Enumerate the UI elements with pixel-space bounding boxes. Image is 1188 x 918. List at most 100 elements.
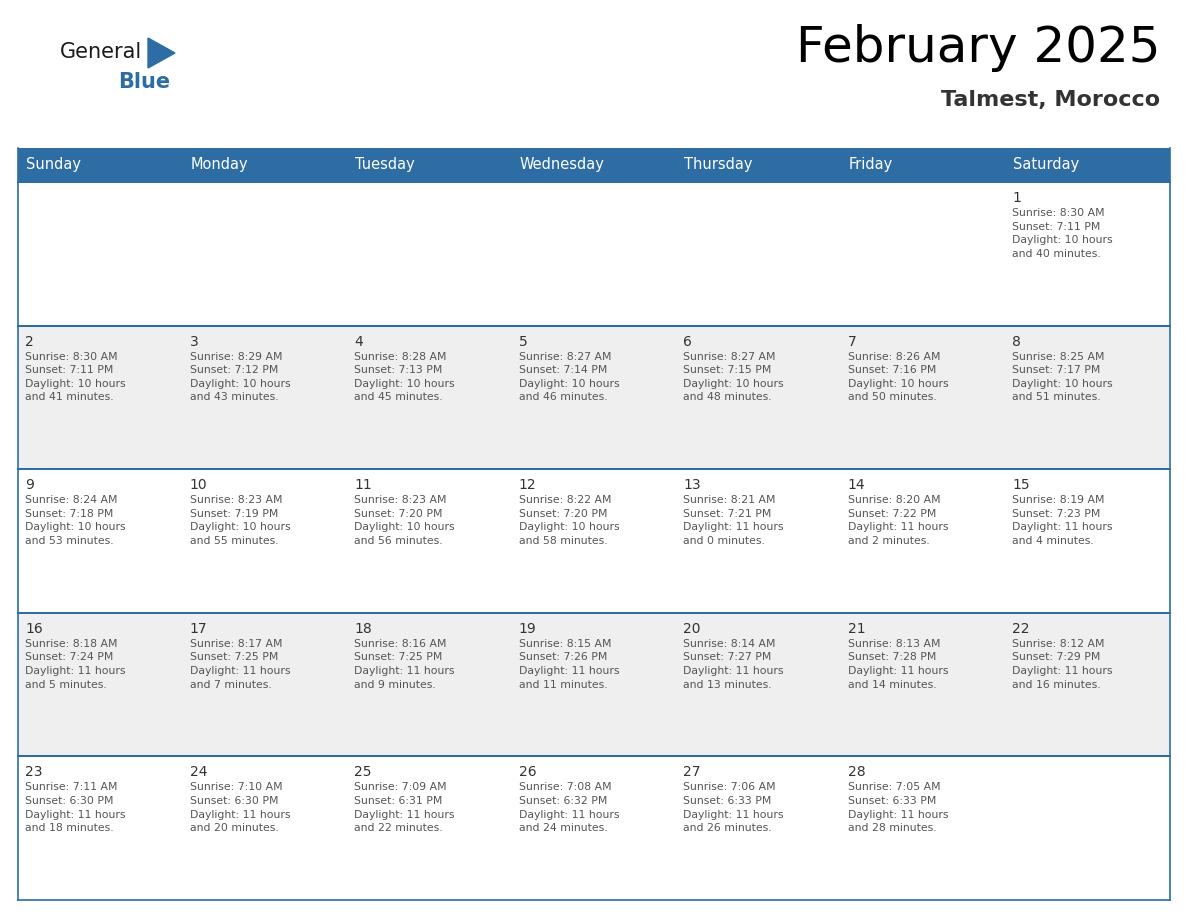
Text: Sunrise: 8:16 AM
Sunset: 7:25 PM
Daylight: 11 hours
and 9 minutes.: Sunrise: 8:16 AM Sunset: 7:25 PM Dayligh…	[354, 639, 455, 689]
Text: Tuesday: Tuesday	[355, 158, 415, 173]
Text: 3: 3	[190, 334, 198, 349]
Text: 13: 13	[683, 478, 701, 492]
Text: 14: 14	[848, 478, 866, 492]
Text: Sunrise: 8:15 AM
Sunset: 7:26 PM
Daylight: 11 hours
and 11 minutes.: Sunrise: 8:15 AM Sunset: 7:26 PM Dayligh…	[519, 639, 619, 689]
Text: 18: 18	[354, 621, 372, 636]
Bar	[512, 326, 676, 469]
Text: Sunrise: 8:24 AM
Sunset: 7:18 PM
Daylight: 10 hours
and 53 minutes.: Sunrise: 8:24 AM Sunset: 7:18 PM Dayligh…	[25, 495, 126, 546]
Text: Sunrise: 8:25 AM
Sunset: 7:17 PM
Daylight: 10 hours
and 51 minutes.: Sunrise: 8:25 AM Sunset: 7:17 PM Dayligh…	[1012, 352, 1113, 402]
Text: 2: 2	[25, 334, 33, 349]
Text: February 2025: February 2025	[796, 24, 1159, 72]
Text: Sunrise: 8:28 AM
Sunset: 7:13 PM
Daylight: 10 hours
and 45 minutes.: Sunrise: 8:28 AM Sunset: 7:13 PM Dayligh…	[354, 352, 455, 402]
Text: Sunrise: 8:26 AM
Sunset: 7:16 PM
Daylight: 10 hours
and 50 minutes.: Sunrise: 8:26 AM Sunset: 7:16 PM Dayligh…	[848, 352, 948, 402]
Text: 9: 9	[25, 478, 34, 492]
Text: Blue: Blue	[118, 72, 170, 92]
Text: 11: 11	[354, 478, 372, 492]
Bar	[347, 469, 512, 613]
Bar	[1005, 613, 1170, 756]
Text: Sunrise: 8:29 AM
Sunset: 7:12 PM
Daylight: 10 hours
and 43 minutes.: Sunrise: 8:29 AM Sunset: 7:12 PM Dayligh…	[190, 352, 290, 402]
Bar	[1005, 756, 1170, 900]
Text: Sunrise: 8:14 AM
Sunset: 7:27 PM
Daylight: 11 hours
and 13 minutes.: Sunrise: 8:14 AM Sunset: 7:27 PM Dayligh…	[683, 639, 784, 689]
Bar	[183, 756, 347, 900]
Bar	[841, 182, 1005, 326]
Bar	[183, 326, 347, 469]
Text: Sunday: Sunday	[26, 158, 81, 173]
Text: Sunrise: 7:06 AM
Sunset: 6:33 PM
Daylight: 11 hours
and 26 minutes.: Sunrise: 7:06 AM Sunset: 6:33 PM Dayligh…	[683, 782, 784, 834]
Text: Sunrise: 8:30 AM
Sunset: 7:11 PM
Daylight: 10 hours
and 40 minutes.: Sunrise: 8:30 AM Sunset: 7:11 PM Dayligh…	[1012, 208, 1113, 259]
Text: Sunrise: 8:21 AM
Sunset: 7:21 PM
Daylight: 11 hours
and 0 minutes.: Sunrise: 8:21 AM Sunset: 7:21 PM Dayligh…	[683, 495, 784, 546]
Text: 25: 25	[354, 766, 372, 779]
Text: Sunrise: 8:18 AM
Sunset: 7:24 PM
Daylight: 11 hours
and 5 minutes.: Sunrise: 8:18 AM Sunset: 7:24 PM Dayligh…	[25, 639, 126, 689]
Text: 15: 15	[1012, 478, 1030, 492]
Text: Sunrise: 8:30 AM
Sunset: 7:11 PM
Daylight: 10 hours
and 41 minutes.: Sunrise: 8:30 AM Sunset: 7:11 PM Dayligh…	[25, 352, 126, 402]
Text: 19: 19	[519, 621, 537, 636]
Polygon shape	[148, 38, 175, 68]
Text: Sunrise: 8:27 AM
Sunset: 7:15 PM
Daylight: 10 hours
and 48 minutes.: Sunrise: 8:27 AM Sunset: 7:15 PM Dayligh…	[683, 352, 784, 402]
Bar	[1005, 182, 1170, 326]
Text: 24: 24	[190, 766, 207, 779]
Text: 10: 10	[190, 478, 207, 492]
Bar	[18, 469, 183, 613]
Bar	[512, 148, 676, 182]
Bar	[1005, 469, 1170, 613]
Text: Sunrise: 8:23 AM
Sunset: 7:20 PM
Daylight: 10 hours
and 56 minutes.: Sunrise: 8:23 AM Sunset: 7:20 PM Dayligh…	[354, 495, 455, 546]
Bar	[347, 182, 512, 326]
Text: 12: 12	[519, 478, 536, 492]
Text: Thursday: Thursday	[684, 158, 753, 173]
Bar	[183, 613, 347, 756]
Text: Sunrise: 8:23 AM
Sunset: 7:19 PM
Daylight: 10 hours
and 55 minutes.: Sunrise: 8:23 AM Sunset: 7:19 PM Dayligh…	[190, 495, 290, 546]
Text: Sunrise: 7:09 AM
Sunset: 6:31 PM
Daylight: 11 hours
and 22 minutes.: Sunrise: 7:09 AM Sunset: 6:31 PM Dayligh…	[354, 782, 455, 834]
Text: Friday: Friday	[849, 158, 893, 173]
Bar	[18, 613, 183, 756]
Bar	[1005, 148, 1170, 182]
Text: 22: 22	[1012, 621, 1030, 636]
Text: Wednesday: Wednesday	[519, 158, 605, 173]
Text: Sunrise: 8:20 AM
Sunset: 7:22 PM
Daylight: 11 hours
and 2 minutes.: Sunrise: 8:20 AM Sunset: 7:22 PM Dayligh…	[848, 495, 948, 546]
Text: Sunrise: 8:12 AM
Sunset: 7:29 PM
Daylight: 11 hours
and 16 minutes.: Sunrise: 8:12 AM Sunset: 7:29 PM Dayligh…	[1012, 639, 1113, 689]
Bar	[841, 148, 1005, 182]
Text: 21: 21	[848, 621, 866, 636]
Text: Sunrise: 8:22 AM
Sunset: 7:20 PM
Daylight: 10 hours
and 58 minutes.: Sunrise: 8:22 AM Sunset: 7:20 PM Dayligh…	[519, 495, 619, 546]
Bar	[676, 326, 841, 469]
Bar	[183, 148, 347, 182]
Bar	[676, 613, 841, 756]
Bar	[512, 182, 676, 326]
Text: 28: 28	[848, 766, 866, 779]
Text: Sunrise: 8:27 AM
Sunset: 7:14 PM
Daylight: 10 hours
and 46 minutes.: Sunrise: 8:27 AM Sunset: 7:14 PM Dayligh…	[519, 352, 619, 402]
Text: 1: 1	[1012, 191, 1022, 205]
Bar	[18, 326, 183, 469]
Bar	[1005, 326, 1170, 469]
Text: 23: 23	[25, 766, 43, 779]
Bar	[676, 182, 841, 326]
Bar	[183, 182, 347, 326]
Text: 7: 7	[848, 334, 857, 349]
Text: 16: 16	[25, 621, 43, 636]
Bar	[18, 756, 183, 900]
Text: Sunrise: 7:08 AM
Sunset: 6:32 PM
Daylight: 11 hours
and 24 minutes.: Sunrise: 7:08 AM Sunset: 6:32 PM Dayligh…	[519, 782, 619, 834]
Text: Monday: Monday	[190, 158, 248, 173]
Bar	[18, 148, 183, 182]
Text: 27: 27	[683, 766, 701, 779]
Text: Sunrise: 8:19 AM
Sunset: 7:23 PM
Daylight: 11 hours
and 4 minutes.: Sunrise: 8:19 AM Sunset: 7:23 PM Dayligh…	[1012, 495, 1113, 546]
Bar	[512, 613, 676, 756]
Bar	[18, 182, 183, 326]
Text: 8: 8	[1012, 334, 1022, 349]
Text: General: General	[61, 42, 143, 62]
Text: Sunrise: 7:05 AM
Sunset: 6:33 PM
Daylight: 11 hours
and 28 minutes.: Sunrise: 7:05 AM Sunset: 6:33 PM Dayligh…	[848, 782, 948, 834]
Bar	[347, 148, 512, 182]
Text: Talmest, Morocco: Talmest, Morocco	[941, 90, 1159, 110]
Bar	[676, 756, 841, 900]
Text: Sunrise: 7:11 AM
Sunset: 6:30 PM
Daylight: 11 hours
and 18 minutes.: Sunrise: 7:11 AM Sunset: 6:30 PM Dayligh…	[25, 782, 126, 834]
Bar	[347, 326, 512, 469]
Text: Sunrise: 8:17 AM
Sunset: 7:25 PM
Daylight: 11 hours
and 7 minutes.: Sunrise: 8:17 AM Sunset: 7:25 PM Dayligh…	[190, 639, 290, 689]
Text: Sunrise: 8:13 AM
Sunset: 7:28 PM
Daylight: 11 hours
and 14 minutes.: Sunrise: 8:13 AM Sunset: 7:28 PM Dayligh…	[848, 639, 948, 689]
Text: Sunrise: 7:10 AM
Sunset: 6:30 PM
Daylight: 11 hours
and 20 minutes.: Sunrise: 7:10 AM Sunset: 6:30 PM Dayligh…	[190, 782, 290, 834]
Bar	[676, 148, 841, 182]
Bar	[841, 326, 1005, 469]
Text: 20: 20	[683, 621, 701, 636]
Text: 17: 17	[190, 621, 207, 636]
Bar	[347, 756, 512, 900]
Text: Saturday: Saturday	[1013, 158, 1080, 173]
Bar	[841, 469, 1005, 613]
Bar	[512, 469, 676, 613]
